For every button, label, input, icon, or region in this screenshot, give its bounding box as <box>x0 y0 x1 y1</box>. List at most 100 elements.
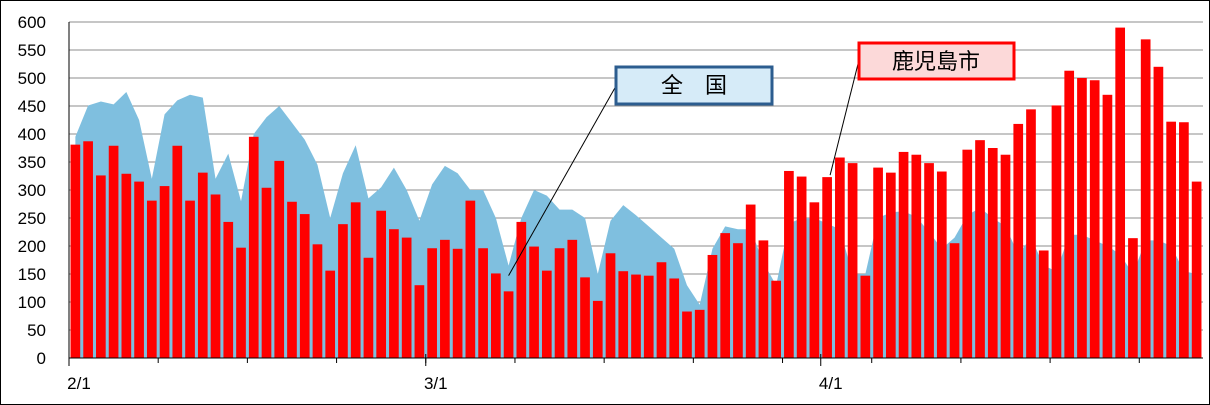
bar-65 <box>898 151 909 358</box>
bar-37 <box>541 270 552 358</box>
bar-series <box>70 27 1202 359</box>
y-tick-label-500: 500 <box>18 69 46 88</box>
bar-11 <box>210 194 221 358</box>
bar-88 <box>1191 181 1202 358</box>
bar-5 <box>134 181 144 358</box>
y-tick-label-100: 100 <box>18 293 46 312</box>
bar-74 <box>1013 123 1024 358</box>
y-tick-label-150: 150 <box>18 265 46 284</box>
bar-14 <box>248 136 259 358</box>
bar-57 <box>796 176 807 358</box>
y-tick-label-300: 300 <box>18 181 46 200</box>
axes <box>68 22 1203 366</box>
bar-40 <box>580 277 590 358</box>
y-tick-label-200: 200 <box>18 237 46 256</box>
bar-41 <box>592 300 603 358</box>
bar-51 <box>720 233 731 358</box>
bar-2 <box>96 175 106 358</box>
bar-81 <box>1102 94 1113 359</box>
bar-69 <box>949 243 960 358</box>
bar-43 <box>618 271 629 358</box>
bar-13 <box>236 247 246 358</box>
bar-17 <box>287 201 297 358</box>
bar-59 <box>822 177 832 358</box>
bar-48 <box>682 311 692 358</box>
bar-82 <box>1115 27 1126 358</box>
bar-86 <box>1166 121 1176 359</box>
bar-6 <box>146 200 157 358</box>
y-tick-label-400: 400 <box>18 125 46 144</box>
bar-67 <box>924 163 934 358</box>
bar-47 <box>669 278 680 358</box>
bar-26 <box>401 237 412 358</box>
bar-46 <box>656 262 667 358</box>
bar-72 <box>987 148 998 358</box>
bar-77 <box>1051 105 1062 358</box>
bar-38 <box>554 248 565 358</box>
y-tick-label-50: 50 <box>27 321 46 340</box>
bar-3 <box>108 145 119 358</box>
bar-28 <box>427 248 437 358</box>
bar-84 <box>1140 39 1151 359</box>
bar-23 <box>363 257 374 358</box>
bar-24 <box>376 210 387 358</box>
annotation-box-zenkoku <box>614 65 774 106</box>
bar-22 <box>350 202 361 358</box>
bar-39 <box>567 239 578 358</box>
y-tick-label-600: 600 <box>18 13 46 32</box>
bar-55 <box>771 280 781 358</box>
annotation-label-kagoshima: 鹿児島市 <box>892 50 980 75</box>
bar-58 <box>809 202 820 358</box>
bar-35 <box>516 221 527 358</box>
x-tick-labels: 2/1 3/1 4/1 <box>67 374 842 393</box>
annotation-label-zenkoku: 全 国 <box>661 74 727 99</box>
bar-87 <box>1179 122 1189 359</box>
bar-61 <box>847 163 858 358</box>
bar-21 <box>338 224 348 358</box>
bar-36 <box>529 246 539 358</box>
bar-76 <box>1038 250 1049 358</box>
bar-4 <box>121 173 132 358</box>
bar-79 <box>1077 78 1087 358</box>
bar-31 <box>465 200 476 358</box>
bar-75 <box>1026 109 1036 358</box>
x-tick-label-0: 2/1 <box>67 374 91 393</box>
bar-64 <box>885 172 896 358</box>
bar-1 <box>83 141 93 358</box>
bar-10 <box>197 172 208 358</box>
bar-45 <box>643 275 654 358</box>
x-tick-label-2: 4/1 <box>819 374 843 393</box>
bar-49 <box>694 309 705 358</box>
bar-9 <box>185 200 195 358</box>
bar-25 <box>389 229 399 358</box>
x-tick-label-1: 3/1 <box>424 374 448 393</box>
bar-56 <box>784 170 794 358</box>
y-tick-label-350: 350 <box>18 153 46 172</box>
bar-68 <box>936 171 947 358</box>
bar-34 <box>503 291 514 358</box>
bar-0 <box>70 144 81 358</box>
bar-70 <box>962 149 973 358</box>
bar-18 <box>299 214 310 358</box>
y-tick-label-450: 450 <box>18 97 46 116</box>
bar-30 <box>452 248 463 358</box>
y-tick-label-250: 250 <box>18 209 46 228</box>
bar-27 <box>414 285 425 358</box>
annotation-leader-line-kagoshima <box>829 59 860 176</box>
y-tick-label-550: 550 <box>18 41 46 60</box>
bar-7 <box>159 186 170 358</box>
bar-54 <box>758 240 769 358</box>
bar-33 <box>491 273 501 358</box>
bar-73 <box>1000 154 1011 358</box>
bar-29 <box>440 239 450 358</box>
bar-53 <box>745 204 756 358</box>
bar-20 <box>325 270 336 358</box>
bar-12 <box>223 221 234 358</box>
annotation-leader-line-zenkoku <box>508 85 617 276</box>
bar-66 <box>911 154 922 358</box>
bar-50 <box>707 254 718 358</box>
annotation-box-kagoshima <box>857 41 1016 81</box>
bar-32 <box>478 248 488 358</box>
